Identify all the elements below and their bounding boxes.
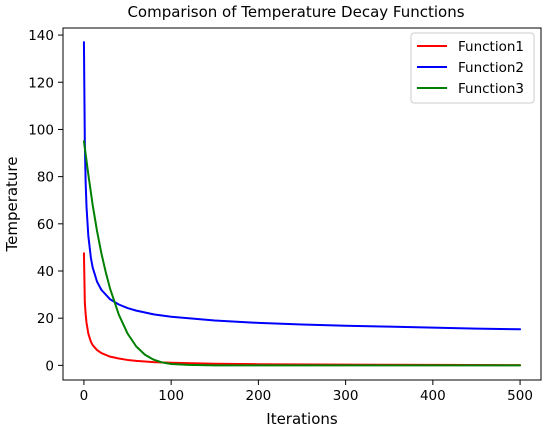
x-tick-label: 400	[420, 388, 446, 404]
series-line-function1	[82, 252, 522, 367]
y-tick-label: 40	[37, 264, 54, 280]
series-line-function2	[82, 41, 522, 331]
x-tick-label: 300	[333, 388, 359, 404]
chart-title: Comparison of Temperature Decay Function…	[127, 3, 464, 21]
series-layer	[82, 41, 522, 367]
x-tick-label: 100	[158, 388, 184, 404]
legend-frame	[410, 32, 535, 104]
x-tick-label: 500	[507, 388, 533, 404]
x-tick-label: 200	[245, 388, 271, 404]
y-tick-label: 140	[28, 28, 54, 44]
y-tick-label: 60	[37, 217, 54, 233]
y-tick-label: 80	[37, 170, 54, 186]
legend: Function1 Function2 Function3	[410, 32, 535, 104]
y-tick-label: 20	[37, 311, 54, 327]
legend-label-function1: Function1	[458, 39, 524, 55]
y-tick-label: 0	[45, 358, 54, 374]
legend-label-function2: Function2	[458, 60, 524, 76]
x-tick-label: 0	[80, 388, 89, 404]
legend-label-function3: Function3	[458, 81, 524, 97]
y-axis-label: Temperature	[3, 156, 21, 252]
plot-frame	[62, 27, 542, 381]
x-axis-label: Iterations	[266, 410, 338, 428]
y-tick-label: 120	[28, 75, 54, 91]
y-tick-label: 100	[28, 122, 54, 138]
ticks-layer: 0 100 200 300 400 500 0 20 40 60 80 100 120 140	[28, 28, 533, 404]
series-line-function3	[82, 140, 522, 367]
